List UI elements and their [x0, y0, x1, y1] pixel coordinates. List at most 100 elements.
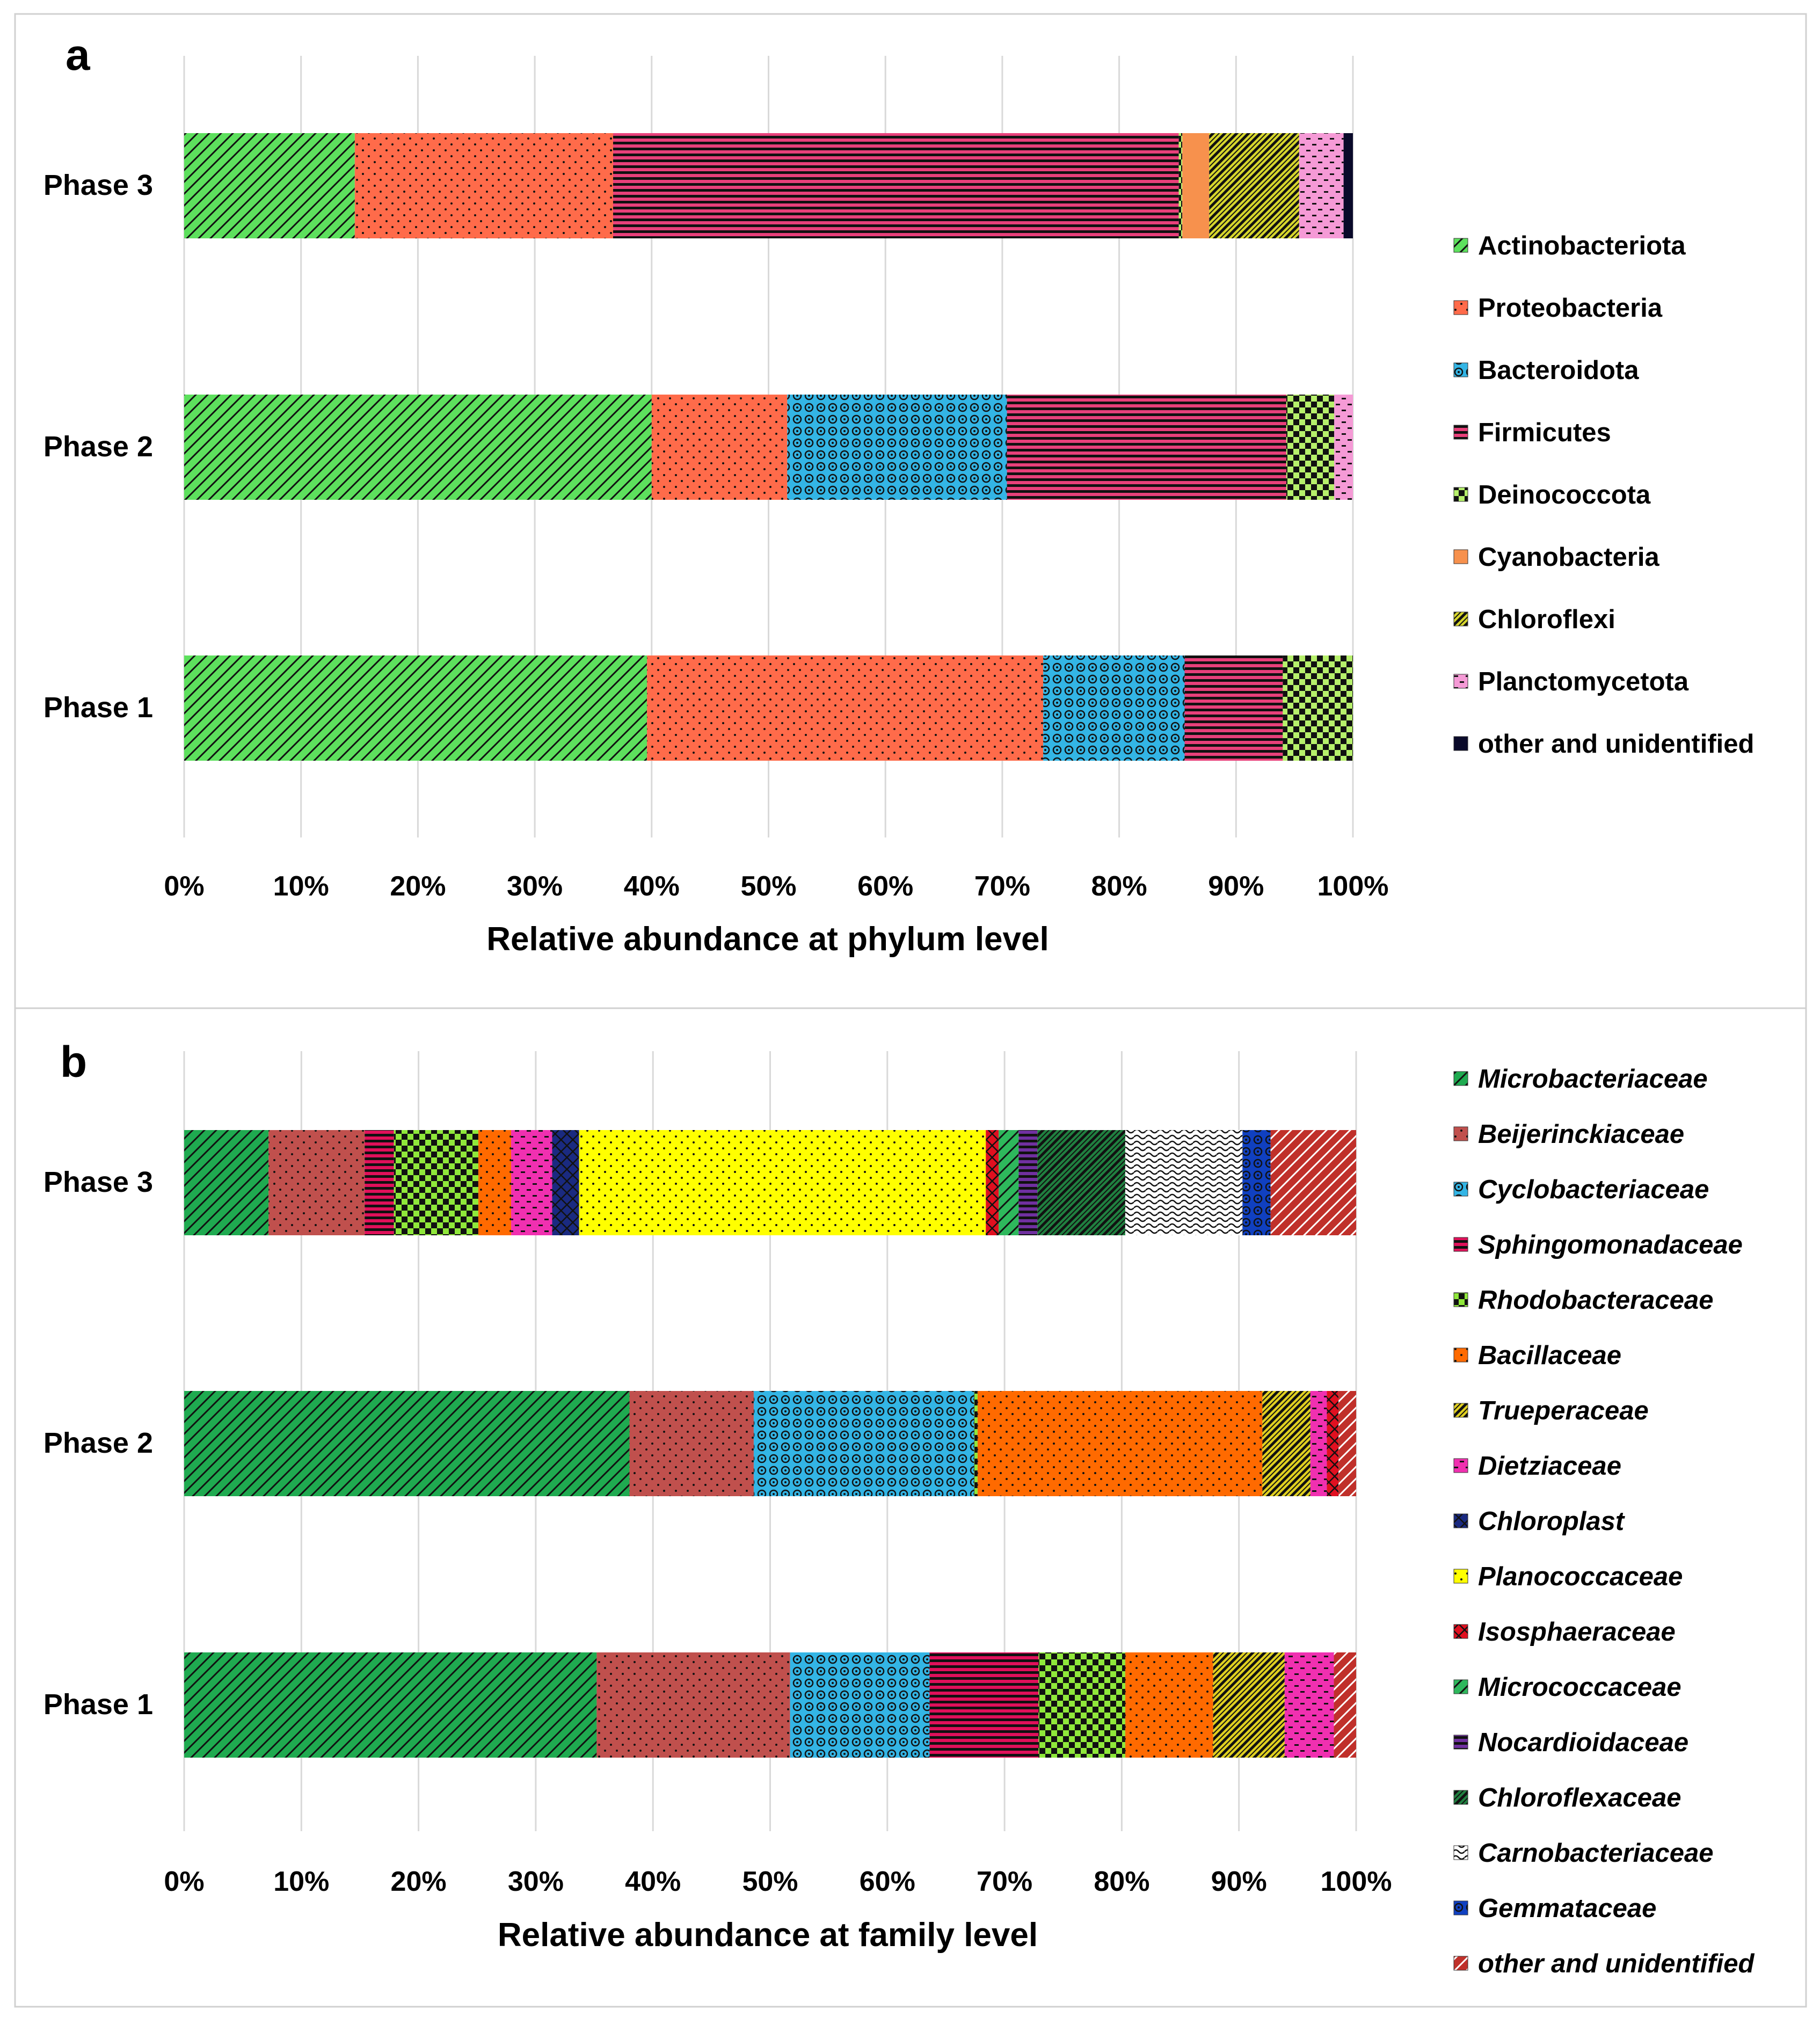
panel-b-bar-phase-1-sphingomonadaceae: [929, 1652, 1039, 1758]
panel-b-bar-phase-1-bacillaceae: [1125, 1652, 1213, 1758]
panel-b: b Phase 3 Phase 2 Phase 1 0% 10% 20% 30% 40%…: [43, 1038, 1755, 1978]
panel-a-legend-swatch-actinobacteriota: [1453, 238, 1468, 253]
panel-b-bar-phase-1-microbacteriaceae: [184, 1652, 597, 1758]
panel-b-bars: [184, 1130, 1356, 1758]
panel-b-x-tick-label: 20%: [391, 1866, 447, 1897]
panel-b-legend-swatch-isosphaeraceae: [1453, 1624, 1468, 1639]
panel-b-category-label: Phase 2: [43, 1427, 153, 1459]
panel-a-x-tick-label: 0%: [164, 871, 204, 902]
panel-b-bar-phase-1-trueperaceae: [1213, 1652, 1285, 1758]
panel-b-legend-label: Beijerinckiaceae: [1478, 1120, 1684, 1149]
panel-a-bar-phase-3-firmicutes: [613, 133, 1179, 238]
panel-b-bar-phase-3-nocardioidaceae: [1018, 1130, 1038, 1235]
panel-b-legend-swatch-sphingomonadaceae: [1453, 1237, 1468, 1252]
panel-a-x-tick-label: 80%: [1091, 871, 1147, 902]
panel-b-category-label: Phase 1: [43, 1688, 153, 1721]
panel-a-legend: Actinobacteriota Proteobacteria Bacteroido…: [1453, 231, 1754, 759]
panel-a-legend-swatch-chloroflexi: [1453, 611, 1468, 626]
panel-a-x-axis-title: Relative abundance at phylum level: [486, 921, 1049, 958]
panel-a: a Phase 3 Phase 2 Phase 1 0% 10% 20% 30% 40%…: [43, 31, 1755, 958]
panel-a-x-tick-label: 40%: [624, 871, 680, 902]
panel-a-legend-swatch-deinococcota: [1453, 487, 1468, 502]
panel-b-bar-phase-1-cyclobacteriaceae: [790, 1652, 930, 1758]
panel-a-legend-swatch-cyanobacteria: [1453, 549, 1468, 564]
panel-b-bar-phase-2-other-and-unidentified: [1338, 1391, 1356, 1496]
panel-b-legend-label: Isosphaeraceae: [1478, 1618, 1676, 1647]
panel-b-x-tick-label: 80%: [1094, 1866, 1149, 1897]
panel-b-legend-swatch-chloroplast: [1453, 1513, 1468, 1528]
panel-b-x-tick-label: 50%: [742, 1866, 798, 1897]
panel-a-bar-phase-1-firmicutes: [1184, 655, 1283, 761]
panel-b-bar-phase-3-gemmataceae: [1242, 1130, 1271, 1235]
panel-b-bar-phase-3-beijerinckiaceae: [268, 1130, 365, 1235]
panel-a-bar-phase-2-planctomycetota: [1334, 395, 1353, 500]
panel-a-bar-phase-3-planctomycetota: [1299, 133, 1344, 238]
panel-b-legend-swatch-gemmataceae: [1453, 1900, 1468, 1915]
panel-b-x-tick-label: 70%: [977, 1866, 1032, 1897]
panel-a-legend-label: Proteobacteria: [1478, 294, 1663, 323]
panel-b-bar-phase-2-microbacteriaceae: [184, 1391, 630, 1496]
panel-b-legend-swatch-carnobacteriaceae: [1453, 1845, 1468, 1860]
panel-a-legend-label: Firmicutes: [1478, 418, 1611, 447]
panel-a-legend-label: Chloroflexi: [1478, 605, 1615, 634]
panel-b-bar-phase-1-dietziaceae: [1284, 1652, 1334, 1758]
panel-b-x-tick-label: 0%: [164, 1866, 204, 1897]
panel-a-bar-phase-3-proteobacteria: [354, 133, 613, 238]
panel-b-legend-swatch-microbacteriaceae: [1453, 1071, 1468, 1086]
panel-a-x-tick-label: 10%: [273, 871, 329, 902]
panel-b-legend-swatch-other-and-unidentified: [1453, 1956, 1468, 1971]
panel-a-legend-label: Bacteroidota: [1478, 356, 1639, 385]
panel-b-legend-label: Microbacteriaceae: [1478, 1065, 1708, 1094]
panel-b-legend-label: Cyclobacteriaceae: [1478, 1175, 1709, 1204]
panel-b-legend-swatch-rhodobacteraceae: [1453, 1292, 1468, 1307]
panel-a-bar-phase-3-other-and-unidentified: [1343, 133, 1353, 238]
panel-b-legend-swatch-micrococcaceae: [1453, 1679, 1468, 1694]
panel-a-bar-phase-1-proteobacteria: [647, 655, 1044, 761]
panel-b-bar-phase-2-bacillaceae: [977, 1391, 1263, 1496]
panel-b-x-tick-label: 30%: [508, 1866, 564, 1897]
panel-b-legend-label: Planococcaceae: [1478, 1562, 1683, 1591]
panel-b-bar-phase-3-chloroplast: [552, 1130, 579, 1235]
panel-b-category-label: Phase 3: [43, 1166, 153, 1198]
panel-b-bar-phase-2-beijerinckiaceae: [629, 1391, 754, 1496]
panel-b-legend-swatch-trueperaceae: [1453, 1403, 1468, 1418]
panel-a-bar-phase-3-chloroflexi: [1209, 133, 1299, 238]
panel-a-x-tick-label: 90%: [1208, 871, 1264, 902]
panel-a-x-tick-label: 50%: [740, 871, 796, 902]
panel-b-legend-label: Gemmataceae: [1478, 1894, 1656, 1923]
panel-b-bar-phase-3-isosphaeraceae: [986, 1130, 999, 1235]
panel-a-x-tick-label: 30%: [507, 871, 563, 902]
panel-a-bar-phase-2-actinobacteriota: [184, 395, 652, 500]
panel-a-bar-phase-2-firmicutes: [1007, 395, 1286, 500]
panel-a-bar-phase-3-cyanobacteria: [1182, 133, 1210, 238]
panel-b-bar-phase-1-other-and-unidentified: [1334, 1652, 1356, 1758]
panel-b-x-ticks: 0% 10% 20% 30% 40% 50% 60% 70% 80% 90% 100%: [164, 1866, 1392, 1897]
panel-a-legend-swatch-planctomycetota: [1453, 674, 1468, 689]
panel-b-letter: b: [60, 1038, 87, 1087]
panel-a-x-ticks: 0% 10% 20% 30% 40% 50% 60% 70% 80% 90% 100%: [164, 871, 1388, 902]
panel-b-x-axis-title: Relative abundance at family level: [498, 1917, 1038, 1954]
panel-a-bar-phase-3-deinococcota: [1178, 133, 1183, 238]
panel-b-legend-swatch-chloroflexaceae: [1453, 1790, 1468, 1805]
panel-a-legend-label: Cyanobacteria: [1478, 543, 1659, 572]
panel-a-legend-label: other and unidentified: [1478, 730, 1754, 759]
panel-a-legend-swatch-proteobacteria: [1453, 300, 1468, 315]
panel-b-x-tick-label: 10%: [273, 1866, 329, 1897]
panel-b-bar-phase-3-sphingomonadaceae: [365, 1130, 394, 1235]
panel-b-legend-swatch-planococcaceae: [1453, 1569, 1468, 1584]
panel-a-x-tick-label: 100%: [1317, 871, 1389, 902]
panel-a-bar-phase-2-proteobacteria: [651, 395, 788, 500]
panel-b-bar-phase-3-micrococcaceae: [999, 1130, 1019, 1235]
panel-a-bars: [184, 133, 1353, 761]
panel-a-category-label: Phase 1: [43, 691, 153, 724]
panel-a-legend-label: Actinobacteriota: [1478, 231, 1686, 260]
panel-b-bar-phase-2-isosphaeraceae: [1327, 1391, 1339, 1496]
panel-b-bar-phase-3-other-and-unidentified: [1270, 1130, 1356, 1235]
panel-a-bar-phase-3-actinobacteriota: [184, 133, 355, 238]
panel-b-bar-phase-3-microbacteriaceae: [184, 1130, 269, 1235]
panel-b-legend-label: Bacillaceae: [1478, 1341, 1621, 1370]
panel-b-bar-phase-3-bacillaceae: [478, 1130, 512, 1235]
panel-a-legend-swatch-firmicutes: [1453, 425, 1468, 440]
panel-b-legend-label: Chloroplast: [1478, 1507, 1625, 1536]
panel-b-x-tick-label: 40%: [625, 1866, 681, 1897]
